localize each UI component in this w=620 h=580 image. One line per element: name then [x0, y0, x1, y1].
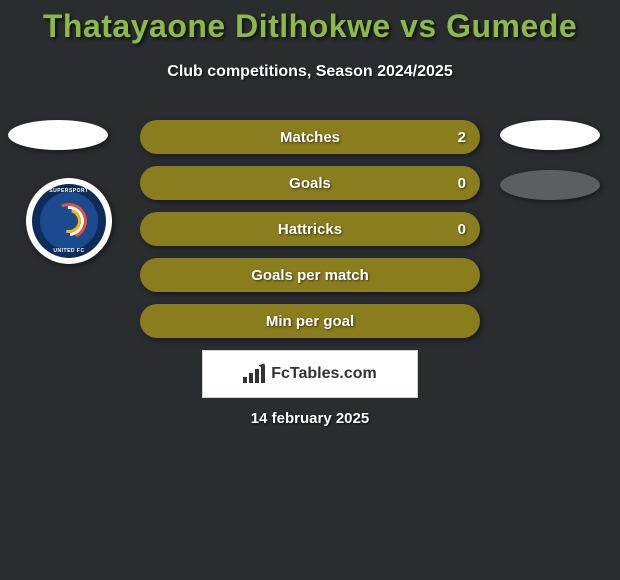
stat-bar: Min per goal [140, 304, 480, 338]
page-subtitle: Club competitions, Season 2024/2025 [0, 63, 620, 81]
player2-marker-1 [500, 120, 600, 150]
stat-bar: Goals per match [140, 258, 480, 292]
player1-marker [8, 120, 108, 150]
club-badge-inner: SUPERSPORT UNITED FC [32, 184, 106, 258]
stat-bar: Matches 2 [140, 120, 480, 154]
club-badge: SUPERSPORT UNITED FC [26, 178, 112, 264]
left-player-markers [8, 120, 108, 170]
right-player-markers [500, 120, 600, 220]
stat-label: Goals per match [251, 267, 369, 284]
stat-label: Goals [289, 175, 331, 192]
player2-marker-2 [500, 170, 600, 200]
stat-bar: Hattricks 0 [140, 212, 480, 246]
stat-value: 0 [458, 175, 466, 192]
logo-text: FcTables.com [271, 365, 377, 383]
stat-bar: Goals 0 [140, 166, 480, 200]
stat-label: Hattricks [278, 221, 342, 238]
badge-text-bottom: UNITED FC [53, 248, 84, 254]
date-label: 14 february 2025 [0, 410, 620, 427]
stat-label: Min per goal [266, 313, 354, 330]
bar-chart-icon [243, 365, 265, 383]
page-title: Thatayaone Ditlhokwe vs Gumede [0, 0, 620, 45]
stat-value: 0 [458, 221, 466, 238]
badge-swoosh-icon [49, 201, 89, 241]
stat-value: 2 [458, 129, 466, 146]
stat-bars-container: Matches 2 Goals 0 Hattricks 0 Goals per … [140, 120, 480, 350]
fctables-logo: FcTables.com [202, 350, 418, 398]
badge-text-top: SUPERSPORT [49, 188, 88, 194]
stat-label: Matches [280, 129, 340, 146]
